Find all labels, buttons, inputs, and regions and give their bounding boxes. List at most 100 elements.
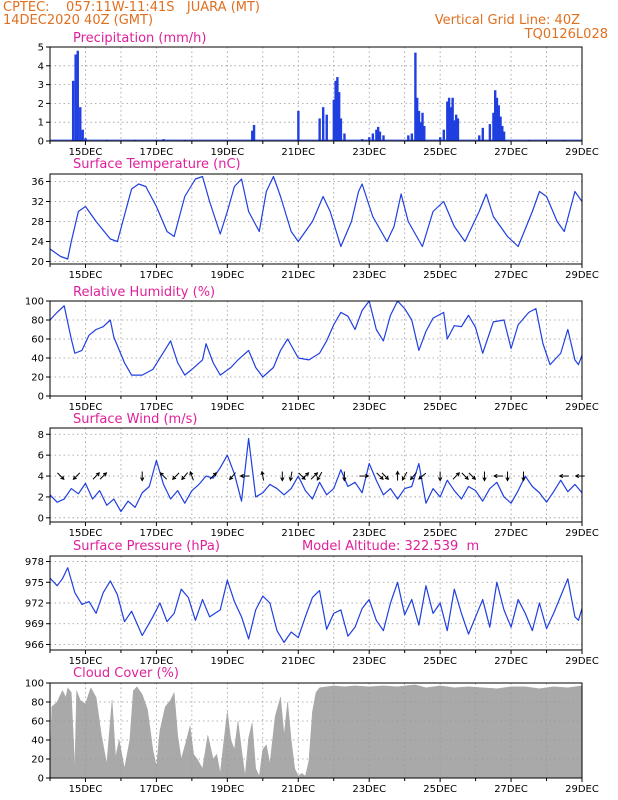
- wind-vector-head: [171, 475, 177, 480]
- wind-vector: [181, 472, 189, 481]
- temp-title: Surface Temperature (nC): [73, 157, 241, 172]
- precip-bar: [415, 97, 419, 141]
- temp-xtick-label: 15DEC: [69, 270, 103, 281]
- temp-ytick-label: 20: [31, 257, 44, 268]
- rh-xtick-label: 27DEC: [494, 402, 528, 413]
- wind-vector-head: [342, 477, 347, 482]
- wind-vector: [140, 471, 145, 482]
- rh-xtick-label: 15DEC: [69, 402, 103, 413]
- precip-ytick-label: 4: [38, 61, 44, 72]
- temp-xtick-label: 29DEC: [565, 270, 599, 281]
- cloud-ytick-label: 100: [25, 679, 44, 690]
- temp-xtick-label: 21DEC: [281, 270, 315, 281]
- precip-bar: [456, 118, 460, 141]
- pressure-ytick-label: 975: [25, 578, 44, 589]
- precip-bar: [339, 118, 343, 141]
- wind-vector-shaft: [159, 472, 168, 480]
- cloud-ytick-label: 20: [31, 755, 44, 766]
- temp-ytick-label: 36: [31, 177, 44, 188]
- rh-xtick-label: 25DEC: [423, 402, 457, 413]
- precip-bar: [478, 135, 481, 141]
- wind-vector-head: [288, 476, 293, 482]
- wind-vector: [395, 470, 400, 481]
- wind-ytick-label: 0: [38, 513, 44, 524]
- precip-bar: [382, 135, 385, 141]
- precip-bar: [375, 129, 378, 141]
- wind-vector-head: [379, 475, 384, 480]
- header-station: CPTEC: 057:11W-11:41S JUARA (MT): [3, 0, 260, 15]
- wind-xtick-label: 15DEC: [69, 528, 103, 539]
- wind-vector: [409, 472, 417, 481]
- temp-xtick-label: 19DEC: [210, 270, 244, 281]
- wind-vector-shaft: [99, 472, 107, 480]
- pressure-ytick-label: 972: [25, 599, 44, 610]
- wind-vector-head: [189, 470, 194, 476]
- rh-ytick-label: 40: [31, 354, 44, 365]
- precip-bar: [453, 120, 456, 141]
- rh-xtick-label: 21DEC: [281, 402, 315, 413]
- precip-bar: [251, 130, 254, 141]
- precip-bar: [252, 125, 256, 141]
- wind-ytick-label: 2: [38, 492, 44, 503]
- pressure-xtick-label: 29DEC: [565, 656, 599, 667]
- pressure-altitude-note: Model Altitude: 322.539 m: [302, 539, 479, 554]
- precip-bar: [446, 101, 449, 141]
- wind-vector-head: [239, 473, 244, 479]
- precip-bar: [449, 107, 453, 141]
- wind-vector-head: [159, 472, 164, 477]
- precip-ytick-label: 3: [38, 80, 44, 91]
- precip-bar: [321, 107, 325, 141]
- wind-vector: [482, 471, 487, 482]
- precip-bar: [371, 133, 375, 141]
- precip-ytick-label: 1: [38, 118, 44, 129]
- precip-bar: [495, 97, 499, 141]
- wind-vector: [171, 472, 180, 480]
- precip-bar: [494, 90, 497, 141]
- header-code: TQ0126L028: [524, 27, 608, 42]
- wind-frame: [49, 427, 583, 523]
- wind-vector: [72, 472, 81, 480]
- precip-bar: [454, 114, 458, 141]
- wind-vector-head: [212, 472, 218, 477]
- wind-vector-head: [401, 476, 406, 481]
- wind-vector-head: [316, 476, 321, 481]
- pressure-panel: 966 969 972 975 978 15DEC 17DEC 19DEC 21DEC 23DEC…: [25, 555, 599, 667]
- precip-xtick-label: 15DEC: [69, 147, 103, 158]
- wind-vector: [521, 471, 526, 482]
- wind-vector-head: [482, 477, 487, 482]
- temp-ytick-label: 28: [31, 217, 44, 228]
- cloud-xtick-label: 19DEC: [210, 784, 244, 795]
- temp-xtick-label: 27DEC: [494, 270, 528, 281]
- wind-vector-head: [60, 475, 65, 480]
- chart-titles: Precipitation (mm/h) Surface Temperature…: [73, 31, 479, 681]
- wind-vector-head: [384, 475, 390, 480]
- wind-vector-head: [464, 475, 469, 480]
- precip-bar: [336, 77, 339, 141]
- wind-vector: [401, 471, 408, 481]
- cloud-area: [50, 684, 582, 778]
- precip-xtick-label: 29DEC: [565, 147, 599, 158]
- wind-xtick-label: 19DEC: [210, 528, 244, 539]
- wind-vector: [558, 473, 569, 479]
- wind-vector-shaft: [289, 471, 293, 481]
- precip-bar: [481, 127, 484, 141]
- precip-bar: [318, 118, 321, 141]
- wind-vector-head: [418, 475, 423, 480]
- precip-bar: [447, 97, 451, 141]
- precip-bar: [499, 116, 502, 141]
- rh-series-line: [50, 301, 582, 378]
- rh-title: Relative Humidity (%): [73, 285, 215, 300]
- precip-ytick-label: 0: [38, 137, 44, 148]
- wind-vector-head: [409, 475, 415, 481]
- cloud-xtick-label: 21DEC: [281, 784, 315, 795]
- wind-vector-head: [313, 472, 319, 477]
- cloud-xtick-label: 29DEC: [565, 784, 599, 795]
- wind-vector: [376, 472, 384, 480]
- wind-xtick-label: 29DEC: [565, 528, 599, 539]
- wind-xtick-label: 27DEC: [494, 528, 528, 539]
- precip-bar: [501, 125, 504, 141]
- wind-vector-head: [260, 470, 265, 476]
- wind-vector-shaft: [261, 471, 265, 481]
- wind-vector-shaft: [452, 472, 460, 480]
- wind-vector: [438, 471, 443, 482]
